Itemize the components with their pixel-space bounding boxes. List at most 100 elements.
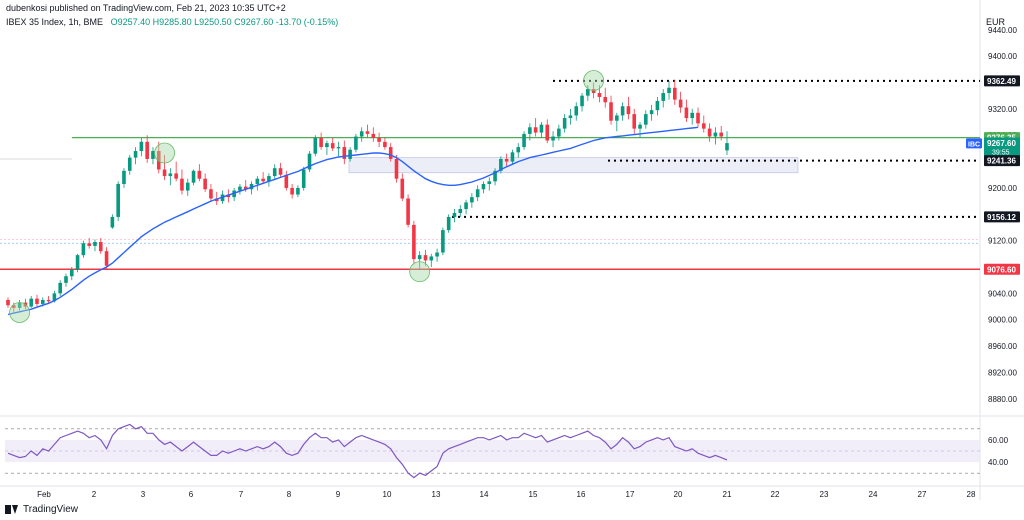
candle-up: [487, 181, 492, 184]
y-tick-label: 9200.00: [988, 184, 1017, 193]
candle-up: [185, 182, 190, 191]
candle-down: [603, 96, 608, 103]
candle-up: [255, 178, 260, 184]
candle-down: [319, 137, 323, 148]
candle-down: [626, 106, 631, 115]
candle-down: [98, 241, 103, 252]
candle-up: [307, 153, 312, 170]
x-tick-label: 16: [577, 490, 586, 499]
price-tag-label: 9156.12: [987, 213, 1016, 222]
candle-up: [58, 282, 62, 294]
x-tick-label: 9: [336, 490, 341, 499]
price-tag-label: 9241.36: [987, 157, 1016, 166]
candle-up: [475, 189, 480, 198]
candle-up: [725, 143, 729, 151]
y-tick-label: 9400.00: [988, 52, 1017, 61]
candle-down: [632, 114, 637, 129]
price-tag-label: 9362.49: [987, 77, 1016, 86]
x-tick-label: 13: [432, 490, 441, 499]
candle-up: [522, 133, 526, 148]
candle-down: [180, 178, 184, 191]
candle-down: [377, 137, 381, 142]
candle-down: [243, 186, 248, 190]
currency-label: EUR: [986, 17, 1006, 27]
candle-down: [707, 128, 712, 137]
y-tick-label: 8880.00: [988, 395, 1017, 404]
x-tick-label: 2: [92, 490, 97, 499]
y-tick-label: 9120.00: [988, 237, 1017, 246]
candle-up: [481, 183, 486, 190]
candle-down: [156, 151, 161, 170]
x-tick-label: 27: [918, 490, 927, 499]
x-tick-label: 17: [626, 490, 635, 499]
candle-up: [586, 89, 590, 96]
candle-up: [29, 298, 33, 307]
candle-up: [620, 106, 625, 116]
tradingview-logo[interactable]: TradingView: [5, 504, 78, 515]
candle-up: [493, 170, 497, 182]
candle-down: [342, 147, 347, 159]
y-tick-label: 9040.00: [988, 289, 1017, 298]
price-tag-label: 9076.60: [987, 265, 1016, 274]
tradingview-logo-icon: [5, 505, 19, 514]
x-tick-label: 23: [820, 490, 829, 499]
candle-down: [87, 243, 91, 246]
x-tick-label: Feb: [37, 490, 51, 499]
candle-down: [406, 198, 410, 225]
x-tick-label: 15: [529, 490, 538, 499]
rsi-tick-label: 60.00: [988, 436, 1009, 445]
candle-up: [354, 136, 358, 150]
candle-up: [272, 168, 277, 177]
symbol-name[interactable]: IBEX 35 Index, 1h, BME: [6, 17, 104, 27]
candle-down: [278, 168, 283, 175]
x-tick-label: 8: [287, 490, 292, 499]
candle-up: [574, 106, 579, 116]
candle-up: [661, 93, 666, 101]
candle-down: [533, 127, 538, 133]
candle-up: [499, 158, 503, 171]
candle-up: [151, 151, 155, 159]
candle-up: [75, 255, 80, 270]
candle-down: [6, 299, 10, 306]
candle-up: [435, 252, 439, 257]
candle-down: [290, 187, 294, 195]
candle-down: [400, 178, 405, 199]
candle-up: [359, 131, 364, 137]
x-tick-label: 10: [383, 490, 392, 499]
candle-up: [667, 87, 671, 94]
candle-up: [615, 115, 619, 121]
candle-up: [301, 169, 306, 188]
moving-average-line: [7, 126, 699, 316]
candle-up: [417, 255, 422, 260]
candle-down: [545, 124, 550, 141]
y-tick-label: 9320.00: [988, 105, 1017, 114]
candle-up: [313, 137, 318, 154]
candle-down: [678, 99, 683, 108]
candle-down: [684, 107, 689, 119]
candle-up: [296, 187, 300, 195]
candle-up: [452, 212, 457, 217]
candle-up: [557, 128, 561, 137]
candle-up: [52, 293, 57, 302]
candle-up: [81, 243, 86, 256]
y-tick-label: 8960.00: [988, 342, 1017, 351]
candle-up: [348, 149, 352, 159]
candle-up: [139, 141, 144, 152]
candle-up: [441, 230, 445, 253]
price-tag-black: [984, 75, 1020, 87]
candle-up: [516, 147, 521, 153]
candle-up: [464, 202, 468, 210]
highlight-circle-marker: [154, 142, 175, 164]
candle-up: [638, 124, 642, 129]
candle-up: [267, 176, 271, 182]
price-tag-black: [984, 211, 1020, 223]
candle-down: [609, 102, 613, 121]
candle-up: [325, 143, 329, 148]
candle-up: [458, 209, 463, 213]
candle-up: [649, 110, 654, 115]
x-tick-label: 7: [239, 490, 244, 499]
candle-up: [116, 183, 120, 217]
candle-up: [429, 256, 434, 261]
highlight-circle-marker: [583, 70, 605, 91]
